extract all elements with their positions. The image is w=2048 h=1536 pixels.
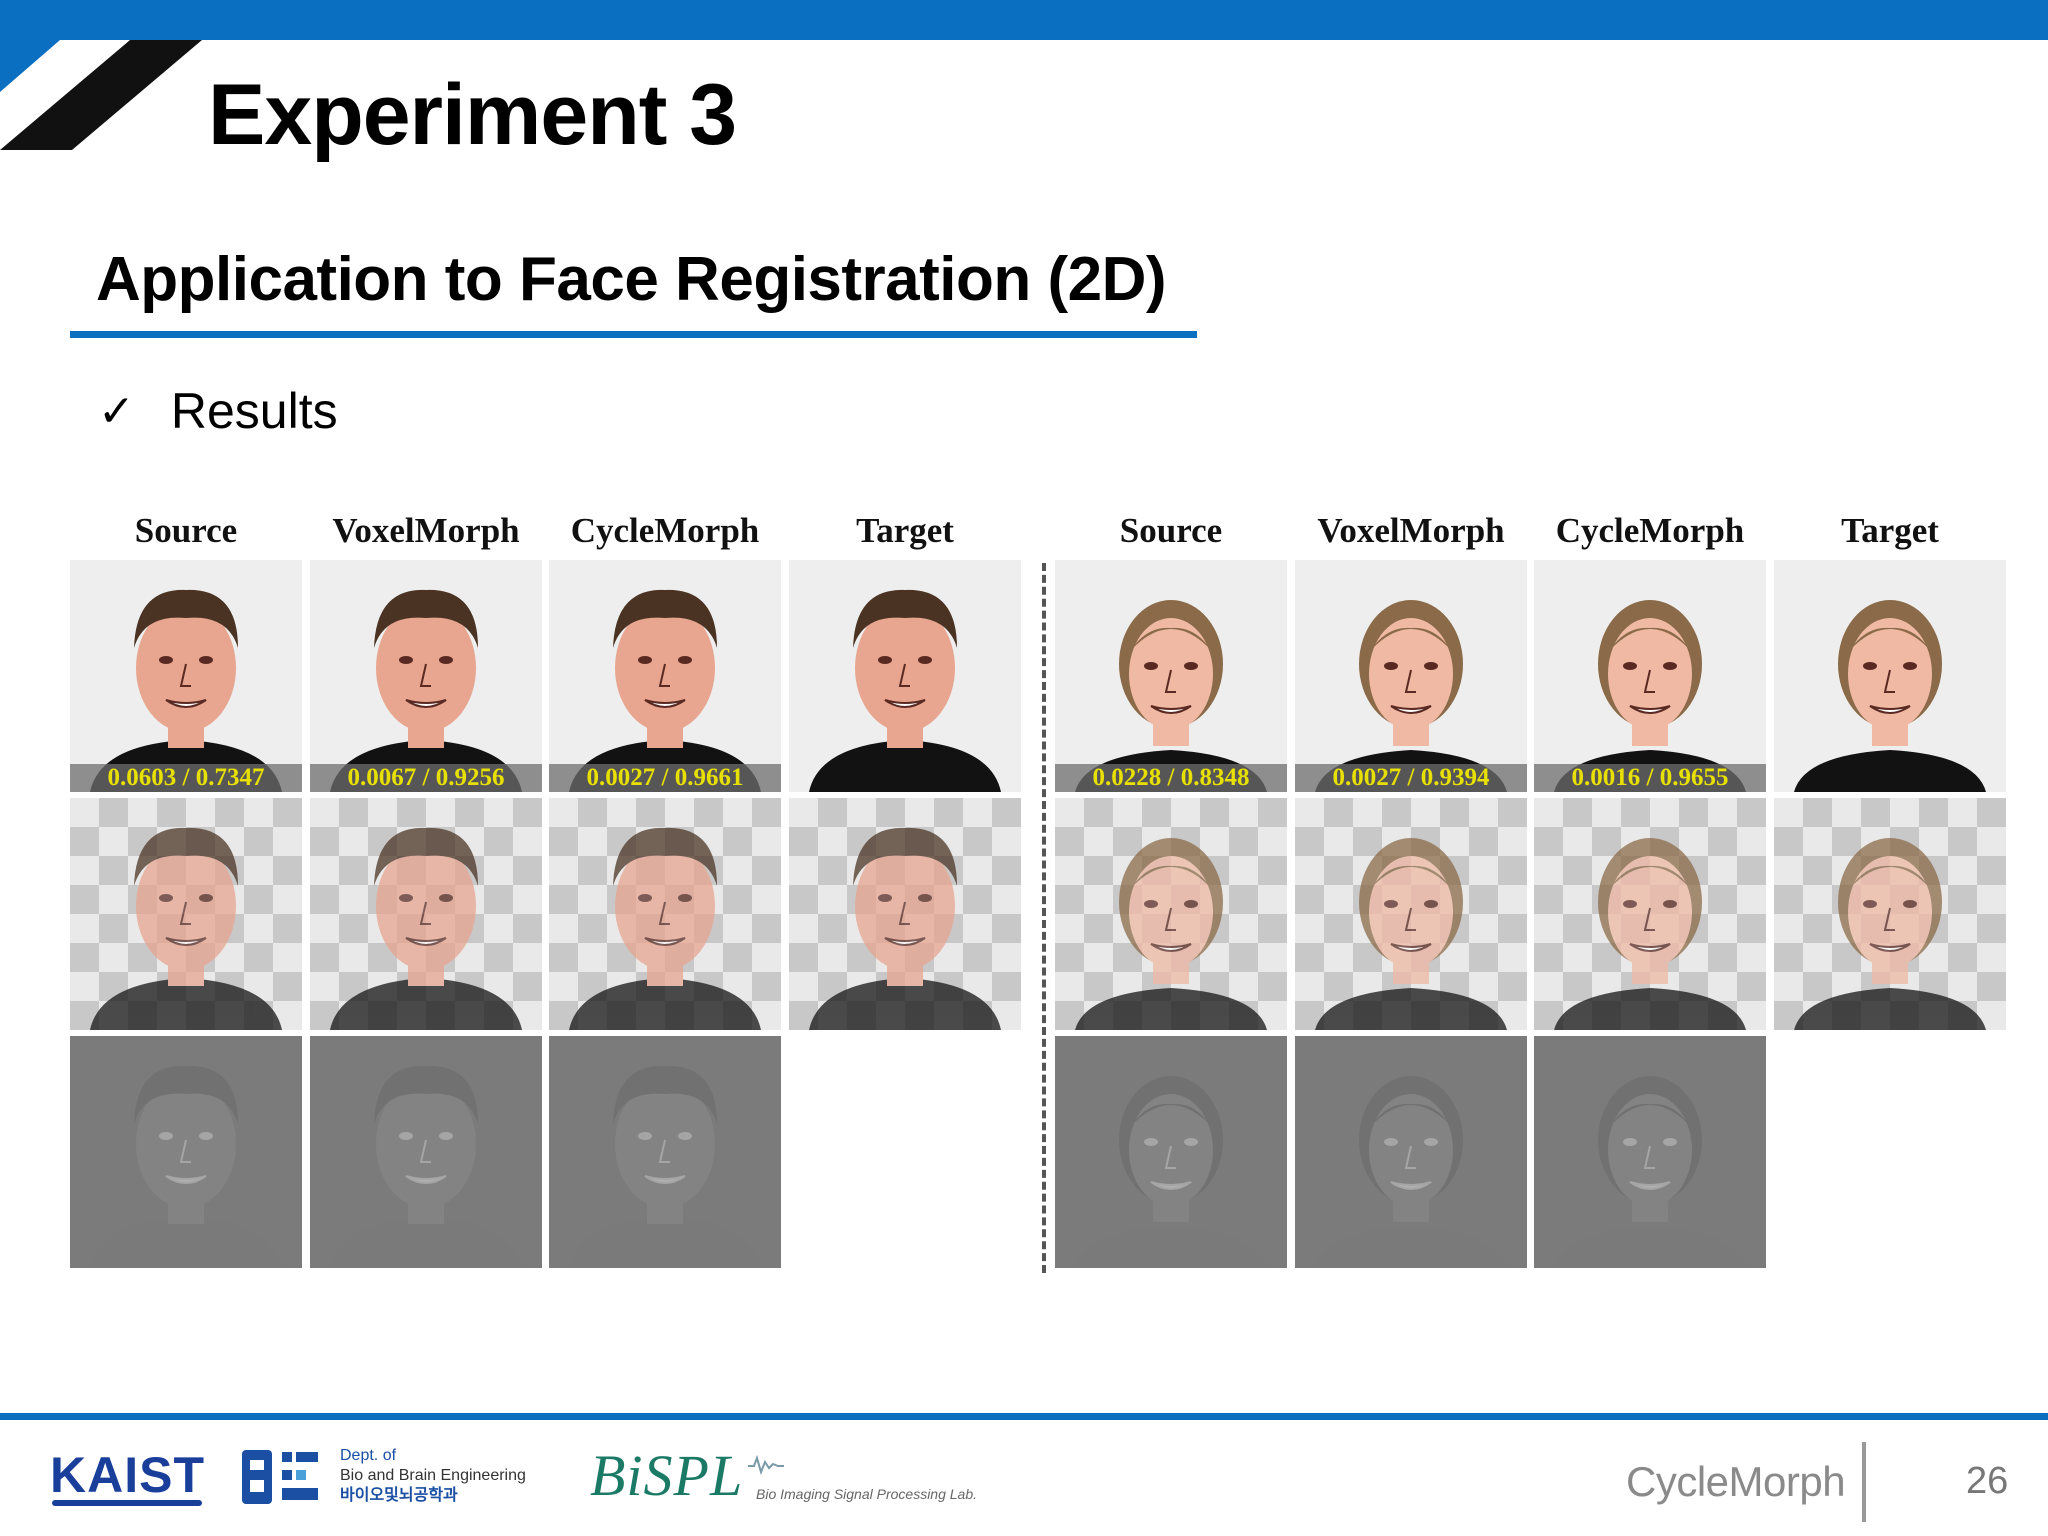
column-header-target: Target [1841,511,1939,550]
man-checkerboard-overlay-source [70,798,302,1030]
signal-wave-icon [748,1454,784,1476]
check-icon: ✓ [98,385,135,437]
dept-line-2: Bio and Brain Engineering [340,1467,526,1484]
man-difference-map-voxelmorph [310,1036,542,1268]
girl-warped-image-cyclemorph: 0.0016 / 0.9655 [1534,560,1766,792]
results-figure: Source VoxelMorph CycleMorph Target 0.0603 /… [70,505,2010,1275]
column-header-cyclemorph: CycleMorph [1555,511,1745,550]
girl-warped-image-source: 0.0228 / 0.8348 [1055,560,1287,792]
man-warped-image-cyclemorph: 0.0027 / 0.9661 [549,560,781,792]
girl-warped-image-voxelmorph: 0.0027 / 0.9394 [1295,560,1527,792]
column-header-source: Source [1119,511,1223,550]
subtitle-underline [70,331,1197,338]
dept-line-3: 바이오및뇌공학과 [340,1487,458,1504]
column-header-voxelmorph: VoxelMorph [332,511,520,550]
man-difference-map-source [70,1036,302,1268]
dept-name: Dept. of Bio and Brain Engineering 바이오및뇌… [340,1446,526,1506]
column-header-target: Target [856,511,954,550]
bullet-item: ✓ Results [98,376,338,446]
girl-difference-map-cyclemorph [1534,1036,1766,1268]
girl-difference-map-source [1055,1036,1287,1268]
page-number: 26 [1966,1460,2009,1502]
top-accent-bar [0,0,2048,40]
man-warped-image-source: 0.0603 / 0.7347 [70,560,302,792]
section-subtitle: Application to Face Registration (2D) [96,245,1167,314]
man-warped-image-target [789,560,1021,792]
girl-checkerboard-overlay-target [1774,798,2006,1030]
footer-project-name: CycleMorph [1626,1458,1846,1505]
bbe-logo-icon [242,1450,318,1504]
man-checkerboard-overlay-voxelmorph [310,798,542,1030]
kaist-logo: KAIST [50,1447,205,1503]
man-checkerboard-overlay-cyclemorph [549,798,781,1030]
column-header-cyclemorph: CycleMorph [570,511,760,550]
girl-checkerboard-overlay-voxelmorph [1295,798,1527,1030]
man-warped-image-voxelmorph: 0.0067 / 0.9256 [310,560,542,792]
man-difference-map-cyclemorph [549,1036,781,1268]
group-divider [1042,563,1046,1273]
footer-rule [0,1413,2048,1420]
girl-difference-map-voxelmorph [1295,1036,1527,1268]
man-checkerboard-overlay-target [789,798,1021,1030]
girl-warped-image-target [1774,560,2006,792]
metric-label: 0.0603 / 0.7347 [70,764,302,792]
kaist-logo-swoosh [52,1500,202,1506]
bullet-text: Results [170,383,338,439]
girl-checkerboard-overlay-source [1055,798,1287,1030]
slide-title: Experiment 3 [208,67,737,163]
column-header-voxelmorph: VoxelMorph [1317,511,1505,550]
girl-checkerboard-overlay-cyclemorph [1534,798,1766,1030]
metric-label: 0.0067 / 0.9256 [310,764,542,792]
metric-label: 0.0027 / 0.9394 [1295,764,1527,792]
dept-line-1: Dept. of [340,1447,397,1464]
bispl-logo: BiSPL [590,1443,744,1508]
footer-separator [1862,1442,1866,1522]
corner-accent-shape [0,40,202,150]
metric-label: 0.0228 / 0.8348 [1055,764,1287,792]
column-header-source: Source [134,511,238,550]
bispl-full-name: Bio Imaging Signal Processing Lab. [756,1486,978,1502]
metric-label: 0.0016 / 0.9655 [1534,764,1766,792]
metric-label: 0.0027 / 0.9661 [549,764,781,792]
